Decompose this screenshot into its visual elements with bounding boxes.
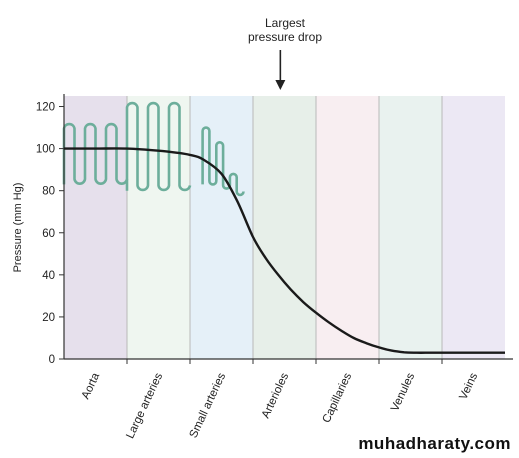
category-label-6: Veins [457,371,480,402]
watermark: muhadharaty.com [358,434,511,454]
pulse-pressure-waves [62,101,245,197]
y-tick-label-80: 80 [42,186,55,198]
y-tick-label-60: 60 [42,228,55,240]
category-label-2: Small arteries [188,371,229,440]
y-tick-label-120: 120 [36,102,55,114]
category-label-1: Large arteries [124,371,165,441]
y-tick-label-40: 40 [42,270,55,282]
category-label-0: Aorta [80,371,103,402]
region-2 [190,96,253,359]
mean-pressure-curve [64,147,505,354]
pulse-wave-segment-1 [125,101,192,192]
y-tick-label-20: 20 [42,312,55,324]
watermark-domain: .com [469,434,511,453]
region-4 [316,96,379,359]
category-label-3: Arterioles [260,371,292,420]
annotation-line-1: Largest [264,16,306,30]
y-axis-label: Pressure (mm Hg) [12,183,24,273]
y-tick-label-0: 0 [49,354,55,366]
vessel-regions [64,96,505,359]
region-5 [379,96,442,359]
mean-pressure-line [64,147,505,354]
watermark-main: muhadharaty [358,434,470,453]
region-3 [253,96,316,359]
annotation-line-2: pressure drop [247,30,323,44]
axes [59,94,513,364]
arrow-head [275,80,286,90]
pulse-wave-segment-2 [201,126,245,197]
pulse-wave-segment-0 [62,122,129,185]
category-label-5: Venules [389,371,417,413]
category-label-4: Capillaries [321,371,355,425]
y-tick-label-100: 100 [36,144,55,156]
region-6 [442,96,505,359]
annotation-arrow [275,50,286,90]
